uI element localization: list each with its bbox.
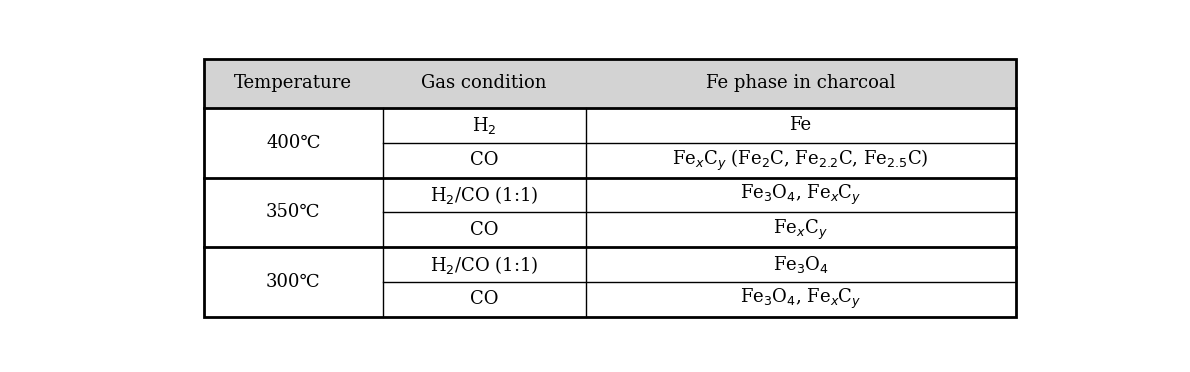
Text: Fe$_x$C$_y$: Fe$_x$C$_y$	[774, 218, 828, 242]
Text: Fe: Fe	[789, 116, 812, 134]
Text: CO: CO	[470, 151, 499, 169]
Text: 400℃: 400℃	[267, 134, 320, 152]
Bar	[205, 59, 1016, 108]
Text: H$_2$/CO (1:1): H$_2$/CO (1:1)	[430, 254, 538, 276]
Text: 300℃: 300℃	[267, 273, 320, 291]
Text: Fe$_3$O$_4$: Fe$_3$O$_4$	[772, 254, 828, 275]
Text: Fe phase in charcoal: Fe phase in charcoal	[706, 74, 895, 93]
Text: Fe$_3$O$_4$, Fe$_x$C$_y$: Fe$_3$O$_4$, Fe$_x$C$_y$	[740, 183, 862, 207]
Text: CO: CO	[470, 291, 499, 308]
Text: Gas condition: Gas condition	[421, 74, 547, 93]
Text: H$_2$: H$_2$	[471, 115, 496, 136]
Text: CO: CO	[470, 221, 499, 239]
Text: H$_2$/CO (1:1): H$_2$/CO (1:1)	[430, 184, 538, 206]
Text: Fe$_3$O$_4$, Fe$_x$C$_y$: Fe$_3$O$_4$, Fe$_x$C$_y$	[740, 287, 862, 311]
Text: Fe$_x$C$_y$ (Fe$_2$C, Fe$_{2.2}$C, Fe$_{2.5}$C): Fe$_x$C$_y$ (Fe$_2$C, Fe$_{2.2}$C, Fe$_{…	[672, 148, 929, 173]
Text: Temperature: Temperature	[234, 74, 352, 93]
Bar	[205, 59, 1016, 317]
Text: 350℃: 350℃	[267, 203, 320, 221]
